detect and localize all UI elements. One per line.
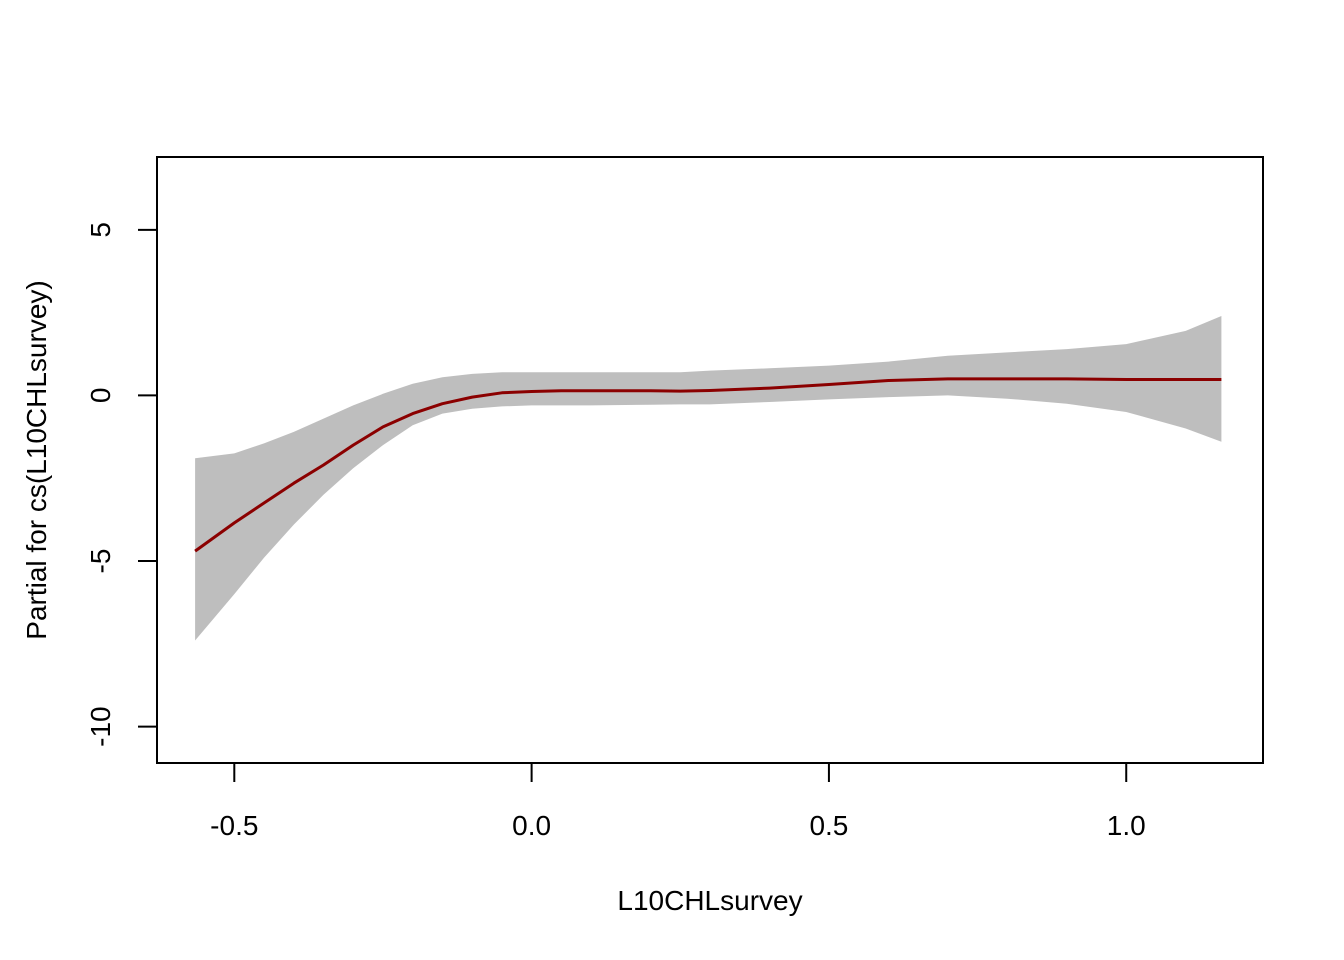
y-axis-label: Partial for cs(L10CHLsurvey) [21,280,52,639]
y-tick-label: 0 [85,388,116,404]
fit-line-layer [194,377,1222,553]
confidence-band-layer [195,316,1222,641]
y-tick-label: 5 [85,222,116,238]
x-axis: -0.5 0.0 0.5 1.0 [210,762,1146,841]
fit-line [194,377,1222,553]
x-axis-label: L10CHLsurvey [617,885,802,916]
confidence-band [195,316,1222,641]
x-tick-label: 0.5 [809,810,848,841]
y-tick-label: -5 [85,549,116,574]
y-tick-label: -10 [85,706,116,746]
y-axis: -10 -5 0 5 [85,222,158,747]
x-tick-label: -0.5 [210,810,258,841]
x-tick-label: 0.0 [512,810,551,841]
x-tick-label: 1.0 [1107,810,1146,841]
